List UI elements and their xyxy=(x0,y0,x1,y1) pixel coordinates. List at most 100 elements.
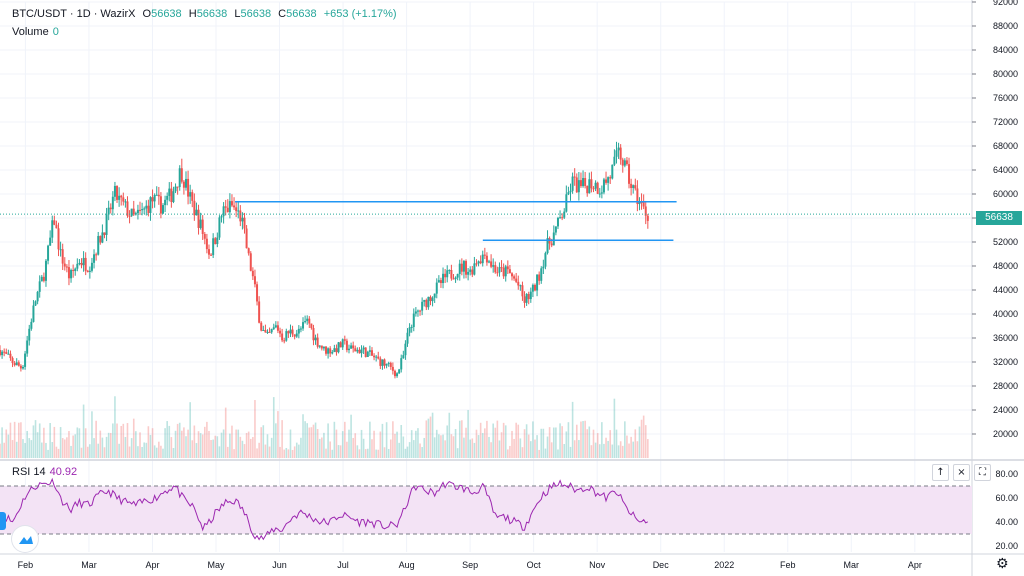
volume-bar xyxy=(66,437,68,458)
volume-bar xyxy=(203,426,206,458)
candle-body xyxy=(619,147,622,160)
volume-bar xyxy=(275,423,277,458)
volume-bar xyxy=(594,442,597,458)
volume-bar xyxy=(3,442,5,458)
price-tick-label: 24000 xyxy=(993,405,1018,415)
candle-body xyxy=(410,327,413,329)
candle-body xyxy=(15,362,18,366)
candle-body xyxy=(360,349,363,354)
candle-body xyxy=(613,156,616,165)
volume-bar xyxy=(628,443,630,458)
volume-bar xyxy=(53,426,56,458)
candle-body xyxy=(625,160,628,165)
volume-bar xyxy=(226,446,229,458)
volume-bar xyxy=(176,423,179,458)
time-tick-label: Jul xyxy=(337,560,349,570)
time-tick-label: 2022 xyxy=(714,560,734,570)
volume-bar xyxy=(454,429,457,458)
candle-body xyxy=(65,266,68,268)
volume-bar xyxy=(93,438,95,458)
candle-body xyxy=(233,205,236,208)
candle-body xyxy=(222,206,225,217)
volume-bar xyxy=(270,437,273,458)
candle-body xyxy=(375,356,378,358)
candle-body xyxy=(588,179,591,194)
volume-bar xyxy=(642,415,645,458)
price-tick-label: 40000 xyxy=(993,309,1018,319)
volume-bar xyxy=(504,425,507,458)
volume-bar xyxy=(74,434,77,458)
volume-bar xyxy=(490,442,492,458)
volume-bar xyxy=(233,449,235,458)
volume-bar xyxy=(410,430,413,458)
candle-body xyxy=(203,233,206,239)
volume-bar xyxy=(252,437,254,458)
candle-body xyxy=(481,254,484,264)
candle-body xyxy=(128,215,131,217)
volume-bar xyxy=(586,429,589,458)
cloud-icon xyxy=(19,536,33,544)
price-tick-label: 76000 xyxy=(993,93,1018,103)
volume-bar xyxy=(406,446,409,458)
tradingview-logo[interactable] xyxy=(12,526,38,552)
candle-body xyxy=(615,150,618,157)
candle-body xyxy=(88,270,91,272)
volume-bar xyxy=(191,440,194,458)
candle-body xyxy=(385,363,388,366)
volume-bar xyxy=(132,418,135,458)
candle-body xyxy=(285,331,288,341)
volume-bar xyxy=(603,443,605,458)
candle-body xyxy=(362,347,365,350)
candle-body xyxy=(49,237,52,246)
candle-body xyxy=(168,188,171,196)
volume-bar xyxy=(534,439,536,458)
candle-body xyxy=(136,209,139,214)
candle-body xyxy=(17,362,20,366)
horizontal-lines[interactable] xyxy=(235,201,677,241)
open-value: 56638 xyxy=(151,8,182,20)
candle-body xyxy=(214,238,217,245)
time-tick-label: Jun xyxy=(272,560,287,570)
volume-bar xyxy=(596,433,599,458)
volume-bar xyxy=(465,427,467,458)
volume-bar xyxy=(68,431,70,458)
volume-bar xyxy=(358,449,361,458)
rsi-legend: RSI 14 40.92 xyxy=(12,466,77,478)
volume-bars xyxy=(0,396,649,458)
candle-body xyxy=(172,191,175,203)
candle-body xyxy=(249,253,252,271)
candle-body xyxy=(632,185,635,189)
candle-body xyxy=(279,330,282,334)
price-tick-label: 28000 xyxy=(993,381,1018,391)
candle-body xyxy=(408,327,411,333)
volume-bar xyxy=(561,426,563,458)
gear-icon[interactable]: ⚙ xyxy=(996,556,1009,572)
candle-body xyxy=(550,243,553,246)
candle-body xyxy=(210,254,213,256)
price-axis[interactable]: 20000 24000 28000 32000 36000 40000 44000 48000… xyxy=(972,0,1018,439)
candle-body xyxy=(490,261,493,267)
time-axis[interactable]: Feb Mar Apr May Jun Jul Aug Sep Oct Nov Dec 2022 Feb… xyxy=(18,560,922,570)
candle-body xyxy=(414,311,417,314)
candle-body xyxy=(634,185,637,189)
maximize-pane-button[interactable]: ⛶ xyxy=(974,464,991,481)
volume-bar xyxy=(580,421,582,458)
move-pane-up-button[interactable]: ↑ xyxy=(932,464,949,481)
candle-body xyxy=(228,201,231,213)
close-pane-button[interactable]: × xyxy=(953,464,970,481)
candle-body xyxy=(471,269,474,275)
side-toolbar-handle[interactable] xyxy=(0,512,6,530)
volume-bar xyxy=(394,433,396,458)
volume-bar xyxy=(339,445,342,458)
candle-body xyxy=(59,249,62,251)
candle-body xyxy=(609,177,612,179)
volume-bar xyxy=(308,427,311,458)
volume-bar xyxy=(189,402,191,458)
volume-bar xyxy=(243,444,246,458)
volume-bar xyxy=(266,434,269,458)
volume-bar xyxy=(126,423,129,458)
candle-body xyxy=(462,261,465,272)
volume-bar xyxy=(26,430,28,458)
candle-body xyxy=(617,147,620,151)
